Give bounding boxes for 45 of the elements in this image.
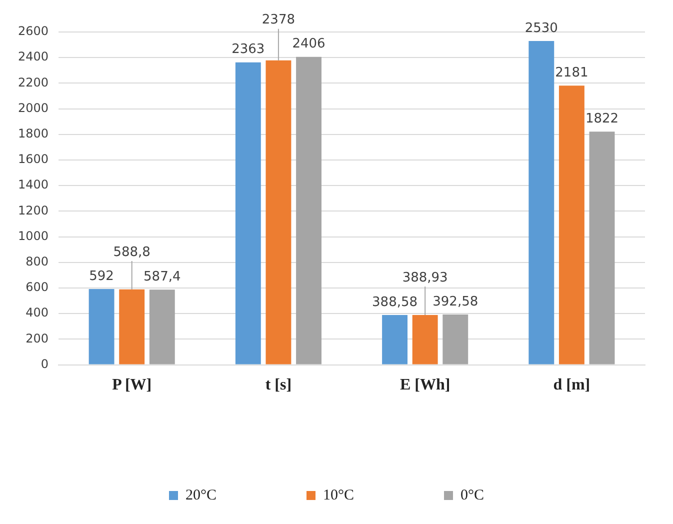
bar — [88, 289, 114, 364]
data-label: 2378 — [262, 12, 296, 28]
data-label: 587,4 — [144, 269, 181, 284]
y-tick-label: 600 — [26, 280, 49, 294]
y-tick-label: 400 — [26, 306, 49, 320]
data-label: 2181 — [555, 66, 588, 81]
y-tick-label: 2000 — [18, 100, 49, 115]
y-tick-label: 2600 — [18, 24, 49, 38]
x-tick-label: d [m] — [553, 376, 590, 394]
bar — [412, 315, 438, 364]
data-label: 388,58 — [372, 294, 418, 310]
bar — [266, 60, 292, 364]
legend-label: 0°C — [460, 487, 484, 504]
bar — [149, 290, 175, 364]
bar — [528, 40, 554, 364]
data-label: 1822 — [585, 111, 619, 126]
y-tick-label: 1000 — [18, 228, 49, 243]
legend-label: 10°C — [323, 487, 354, 504]
y-tick-label: 1400 — [18, 178, 49, 192]
data-label: 2530 — [524, 20, 558, 36]
x-tick-label: P [W] — [112, 376, 152, 394]
y-tick-label: 2200 — [18, 75, 49, 90]
data-label: 2406 — [292, 36, 326, 52]
bar — [382, 315, 408, 364]
y-tick-label: 0 — [40, 356, 49, 371]
y-tick-label: 200 — [26, 331, 49, 346]
data-label: 388,93 — [402, 270, 448, 286]
x-tick-label: t [s] — [265, 376, 292, 394]
bar — [589, 132, 615, 364]
y-tick-label: 1200 — [18, 203, 49, 218]
x-tick-label: E [Wh] — [400, 376, 450, 394]
y-tick-label: 800 — [26, 254, 49, 269]
y-tick-label: 1800 — [18, 126, 49, 141]
bar — [119, 289, 145, 364]
data-label: 392,58 — [432, 294, 478, 310]
data-label: 2363 — [232, 42, 265, 58]
y-tick-label: 1600 — [18, 152, 49, 166]
bar — [235, 62, 261, 364]
y-tick-label: 2400 — [18, 50, 49, 64]
data-label: 588,8 — [113, 244, 150, 260]
bar — [558, 86, 584, 364]
legend-label: 20°C — [185, 487, 217, 504]
bar — [296, 56, 322, 364]
bar — [442, 314, 468, 364]
data-label: 592 — [89, 268, 114, 284]
